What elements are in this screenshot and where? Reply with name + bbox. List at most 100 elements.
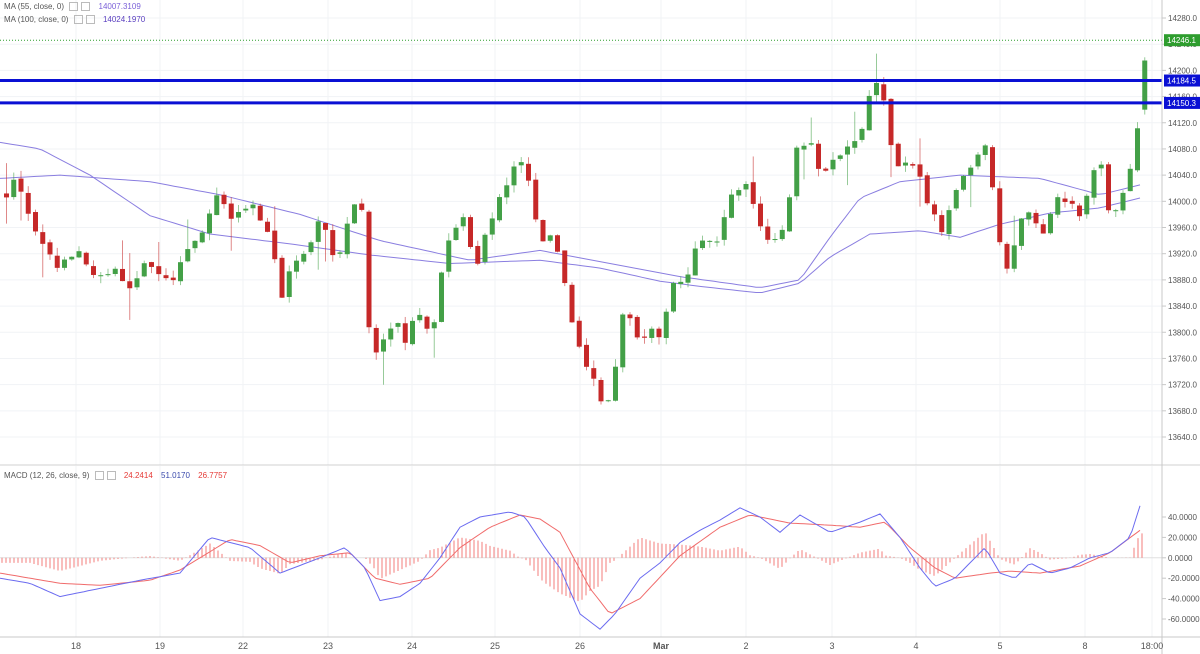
candle — [823, 168, 829, 171]
time-tick-label: 5 — [997, 641, 1002, 651]
candle — [482, 234, 488, 262]
macd-line — [0, 505, 1141, 630]
candle — [518, 162, 524, 166]
price-tick-label: 13640.0 — [1168, 433, 1197, 442]
candle — [475, 245, 481, 264]
candle — [990, 147, 995, 188]
candle — [1011, 245, 1017, 269]
price-tick-label: 14000.0 — [1168, 197, 1197, 206]
eye-icon[interactable] — [94, 471, 104, 481]
candle — [265, 221, 270, 232]
price-tick-label: 14120.0 — [1168, 119, 1197, 128]
candle — [185, 249, 191, 262]
candle — [801, 145, 807, 150]
level-lines — [0, 79, 1162, 105]
ma100-legend-label: MA (100, close, 0) — [4, 15, 69, 24]
candle — [40, 232, 46, 244]
gear-icon[interactable] — [81, 2, 91, 12]
ma55-legend-value: 14007.3109 — [98, 2, 141, 11]
macd-axis: 40.0000 20.0000 0.0000 -20.0000 -40.0000 -60.… — [1162, 513, 1200, 624]
candle — [301, 253, 307, 262]
macd-vertical-grid — [75, 466, 1153, 637]
candle — [866, 95, 872, 131]
candle — [69, 256, 75, 260]
candle — [591, 368, 597, 379]
price-horizontal-grid — [0, 17, 1162, 438]
candle — [656, 328, 662, 338]
candle — [845, 146, 850, 155]
candle — [750, 182, 756, 204]
candle — [627, 314, 633, 319]
candle — [917, 164, 923, 177]
time-tick-label: 24 — [407, 641, 417, 651]
candle — [1120, 192, 1126, 211]
price-tags: 14184.5 14150.3 14246.1 — [1164, 34, 1200, 109]
candle — [228, 203, 234, 219]
candle — [1040, 224, 1046, 234]
candle — [286, 271, 292, 297]
candle — [511, 166, 517, 186]
candle — [1091, 170, 1097, 198]
price-tick-label: 14280.0 — [1168, 14, 1197, 23]
time-tick-label: 4 — [913, 641, 918, 651]
candle — [794, 147, 800, 197]
candle — [91, 266, 96, 275]
candle — [765, 226, 771, 240]
candle — [381, 339, 386, 352]
ma100-legend: MA (100, close, 0) 14024.1970 — [4, 15, 145, 25]
price-tick-label: 14200.0 — [1168, 66, 1197, 75]
candle — [366, 211, 372, 328]
gear-icon[interactable] — [85, 15, 95, 25]
eye-icon[interactable] — [73, 15, 83, 25]
candle — [910, 164, 916, 166]
candle — [308, 242, 314, 253]
candle — [424, 316, 430, 329]
candle — [526, 163, 531, 181]
candle — [997, 188, 1003, 243]
candle — [1055, 197, 1061, 215]
signal-line — [0, 514, 1141, 614]
price-pane-background — [0, 0, 1162, 465]
candle — [417, 314, 423, 321]
candle — [924, 175, 930, 204]
candle — [127, 281, 133, 289]
signal-line-series — [0, 514, 1141, 614]
time-tick-label: 18 — [71, 641, 81, 651]
candle — [47, 242, 53, 255]
candle — [903, 162, 908, 166]
candle — [888, 98, 894, 146]
macd-tick-label: 20.0000 — [1168, 533, 1197, 542]
candle — [149, 262, 154, 267]
macd-legend-hist-value: 24.2414 — [123, 471, 153, 480]
candle — [1019, 218, 1024, 246]
candle — [874, 82, 879, 96]
candle — [344, 223, 350, 255]
macd-tick-label: 40.0000 — [1168, 513, 1197, 522]
macd-tick-label: -20.0000 — [1168, 574, 1200, 583]
candle — [685, 274, 691, 283]
macd-legend: MACD (12, 26, close, 9) 24.2414 51.0170 … — [4, 471, 228, 481]
time-tick-label: 3 — [829, 641, 834, 651]
candle — [410, 320, 415, 345]
candle — [721, 217, 727, 240]
candle — [315, 221, 321, 242]
candle — [1077, 205, 1082, 217]
ma55-legend: MA (55, close, 0) 14007.3109 — [4, 2, 141, 12]
candle — [83, 252, 89, 265]
candle — [772, 239, 778, 241]
candle — [504, 185, 510, 198]
ma55-legend-label: MA (55, close, 0) — [4, 2, 65, 11]
candle — [692, 248, 698, 276]
macd-legend-signal-value: 26.7757 — [198, 471, 228, 480]
candle — [279, 257, 285, 298]
candle — [576, 320, 582, 347]
candle — [402, 323, 408, 343]
price-tick-label: 14080.0 — [1168, 145, 1197, 154]
gear-icon[interactable] — [106, 471, 116, 481]
candle — [214, 195, 220, 216]
last-price-tag-label: 14246.1 — [1167, 36, 1196, 45]
candle — [736, 190, 742, 196]
price-vertical-grid — [75, 0, 1153, 465]
eye-icon[interactable] — [69, 2, 79, 12]
